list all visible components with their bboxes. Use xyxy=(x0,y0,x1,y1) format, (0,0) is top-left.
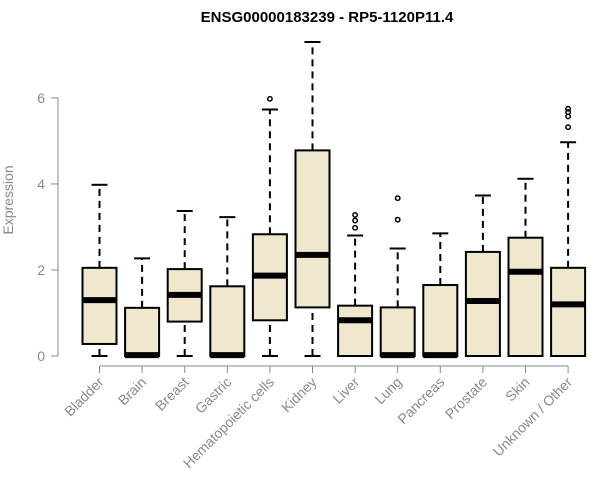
box-group xyxy=(166,210,203,357)
outlier-point xyxy=(352,217,359,224)
outlier-point xyxy=(565,124,572,131)
x-tick-label: Kidney xyxy=(278,374,320,416)
box-group xyxy=(337,211,374,358)
outlier-point xyxy=(565,105,572,112)
x-tick-label: Prostate xyxy=(442,374,490,422)
y-axis: 0 2 4 6 xyxy=(37,90,59,364)
box-group xyxy=(507,177,544,357)
x-tick-label: Lung xyxy=(371,374,404,407)
outlier-point xyxy=(565,109,572,116)
box xyxy=(464,250,501,357)
boxes xyxy=(81,41,587,359)
chart-title: ENSG00000183239 - RP5-1120P11.4 xyxy=(201,9,454,26)
box-group xyxy=(294,41,331,357)
outlier-point xyxy=(352,211,359,218)
box xyxy=(422,284,459,358)
box-group xyxy=(464,194,501,357)
x-tick-label: Bladder xyxy=(61,374,107,420)
box-group xyxy=(379,195,416,359)
y-tick-label: 4 xyxy=(37,176,45,192)
x-tick-label: Brain xyxy=(115,374,149,408)
box-group xyxy=(124,257,161,359)
box xyxy=(337,304,374,358)
x-tick-label: Breast xyxy=(152,374,192,414)
y-tick-label: 6 xyxy=(37,90,45,106)
box-group xyxy=(251,95,288,357)
x-tick-label: Skin xyxy=(502,374,533,405)
box xyxy=(81,266,118,345)
box xyxy=(550,266,587,358)
box-group xyxy=(422,232,459,359)
box-group xyxy=(209,216,246,359)
y-axis-label: Expression xyxy=(0,165,16,234)
box xyxy=(294,149,331,309)
box-group xyxy=(550,105,587,358)
box-group xyxy=(81,183,118,357)
x-tick-label: Gastric xyxy=(192,374,235,417)
outlier-point xyxy=(394,216,401,223)
outlier-point xyxy=(352,224,359,231)
box xyxy=(124,306,161,357)
outlier-point xyxy=(394,195,401,202)
box xyxy=(209,285,246,357)
x-tick-label: Unknown / Other xyxy=(490,374,576,460)
x-tick-label: Liver xyxy=(329,374,362,407)
outlier-point xyxy=(266,95,273,102)
y-tick-label: 2 xyxy=(37,262,45,278)
x-tick-label: Pancreas xyxy=(394,374,447,427)
box xyxy=(379,306,416,358)
box xyxy=(507,236,544,357)
y-tick-label: 0 xyxy=(37,348,45,364)
